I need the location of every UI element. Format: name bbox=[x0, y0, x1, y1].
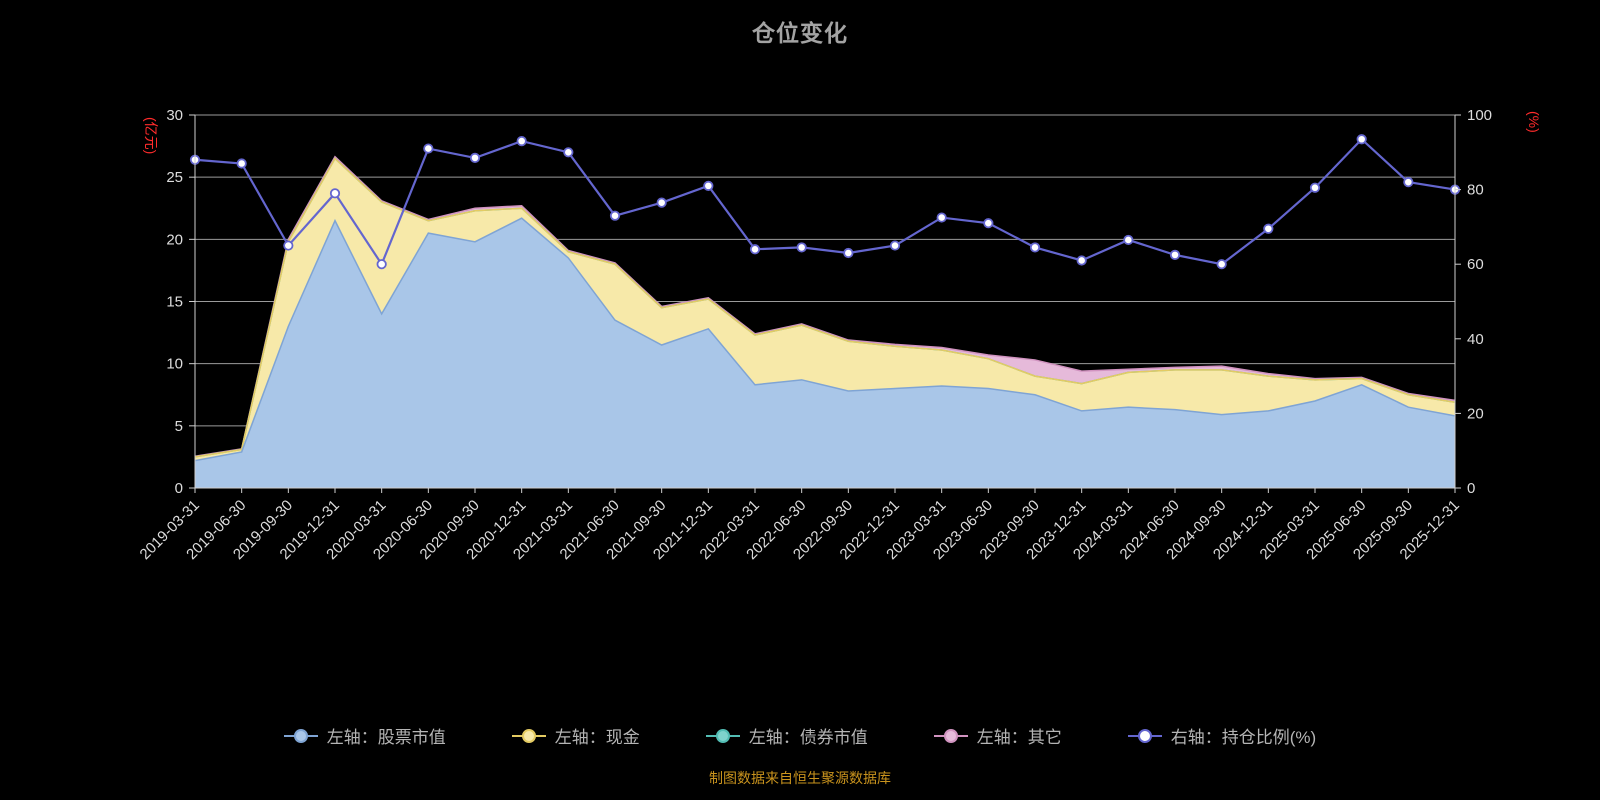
right-axis-tick-label: 60 bbox=[1467, 256, 1484, 273]
ratio-point bbox=[749, 244, 761, 255]
ratio-point bbox=[1029, 242, 1041, 253]
ratio-point bbox=[1356, 134, 1367, 145]
legend-label: 左轴：其它 bbox=[976, 728, 1062, 747]
ratio-point bbox=[983, 218, 994, 229]
legend-marker-icon bbox=[1127, 728, 1162, 744]
ratio-point bbox=[516, 136, 527, 147]
chart-legend: 左轴：股票市值 左轴：现金 左轴：债券市值 左轴：其它 右轴：持仓比例(%) bbox=[0, 723, 1600, 748]
ratio-point bbox=[236, 158, 247, 169]
ratio-point bbox=[889, 240, 901, 251]
legend-item-other[interactable]: 左轴：其它 bbox=[933, 723, 1062, 748]
ratio-point bbox=[1403, 177, 1414, 188]
left-axis-tick-label: 5 bbox=[175, 418, 183, 435]
left-axis-tick-label: 0 bbox=[175, 480, 183, 497]
area-series-0 bbox=[195, 218, 1455, 489]
legend-marker-icon bbox=[705, 728, 740, 744]
area-topline-3 bbox=[194, 155, 1456, 458]
left-axis-tick-label: 30 bbox=[166, 107, 183, 124]
left-axis-tick-label: 20 bbox=[166, 231, 183, 248]
legend-marker-icon bbox=[511, 728, 546, 744]
ratio-point bbox=[1263, 223, 1274, 234]
legend-marker-icon bbox=[283, 728, 318, 744]
ratio-point bbox=[1169, 249, 1181, 260]
ratio-point bbox=[423, 143, 434, 154]
ratio-point bbox=[1123, 234, 1134, 246]
data-source-note: 制图数据来自恒生聚源数据库 bbox=[709, 770, 891, 786]
right-axis-name: (%) bbox=[1526, 111, 1542, 133]
legend-label: 左轴：股票市值 bbox=[326, 728, 446, 747]
ratio-point bbox=[796, 242, 807, 253]
legend-item-cash[interactable]: 左轴：现金 bbox=[511, 723, 640, 748]
left-axis-tick-label: 10 bbox=[166, 356, 183, 373]
right-axis-tick-label: 20 bbox=[1467, 405, 1484, 422]
ratio-point bbox=[1309, 182, 1321, 193]
legend-label: 左轴：现金 bbox=[554, 728, 640, 747]
ratio-point bbox=[329, 188, 341, 199]
legend-label: 左轴：债券市值 bbox=[748, 728, 868, 747]
legend-item-stock-value[interactable]: 左轴：股票市值 bbox=[283, 723, 446, 748]
area-topline-0 bbox=[194, 217, 1456, 462]
ratio-point bbox=[376, 259, 387, 270]
area-topline-1 bbox=[194, 157, 1456, 458]
right-axis-tick-label: 0 bbox=[1467, 480, 1475, 497]
right-axis-tick-label: 80 bbox=[1467, 182, 1484, 199]
ratio-point bbox=[656, 197, 667, 208]
legend-label: 右轴：持仓比例(%) bbox=[1170, 728, 1317, 747]
ratio-point bbox=[936, 212, 947, 223]
ratio-point bbox=[703, 180, 714, 191]
stacked-areas bbox=[194, 155, 1456, 489]
legend-item-bond-value[interactable]: 左轴：债券市值 bbox=[705, 723, 868, 748]
right-axis-tick-label: 40 bbox=[1467, 331, 1484, 348]
right-axis-tick-label: 100 bbox=[1467, 107, 1492, 124]
ratio-point bbox=[1216, 259, 1227, 270]
ratio-point bbox=[563, 147, 574, 158]
ratio-point bbox=[1076, 255, 1087, 266]
ratio-point bbox=[609, 210, 621, 221]
ratio-point bbox=[843, 247, 854, 259]
ratio-point bbox=[469, 152, 481, 163]
legend-item-position-ratio[interactable]: 右轴：持仓比例(%) bbox=[1127, 723, 1317, 748]
left-axis-tick-label: 15 bbox=[166, 294, 183, 311]
ratio-line-series bbox=[189, 134, 1461, 270]
legend-marker-icon bbox=[933, 728, 968, 744]
ratio-point bbox=[283, 240, 294, 251]
chart-title: 仓位变化 bbox=[752, 20, 848, 46]
left-axis-tick-label: 25 bbox=[166, 169, 183, 186]
left-axis-name: (亿元) bbox=[143, 117, 159, 154]
